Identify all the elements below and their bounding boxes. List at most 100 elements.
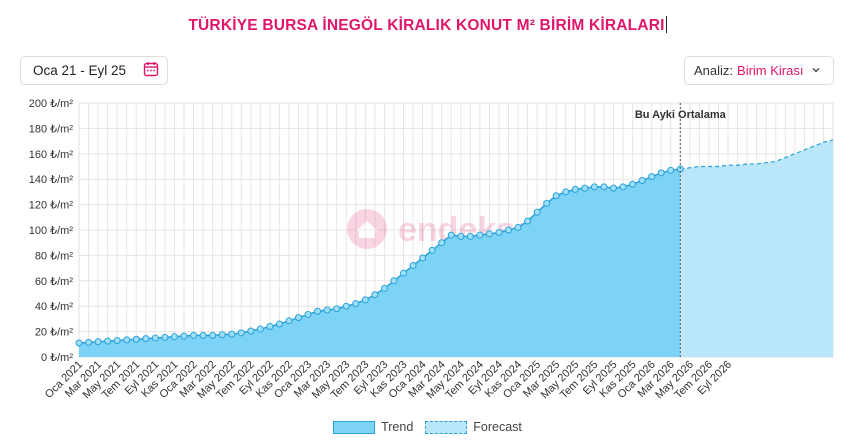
y-tick-label: 120 ₺/m² [29, 200, 74, 212]
trend-point[interactable] [104, 337, 112, 345]
trend-point[interactable] [209, 331, 217, 339]
trend-point[interactable] [342, 302, 350, 310]
trend-point[interactable] [457, 232, 465, 240]
trend-point[interactable] [476, 231, 484, 239]
trend-point[interactable] [409, 262, 417, 270]
trend-point[interactable] [352, 300, 360, 308]
current-month-annotation: Bu Ayki Ortalama [635, 103, 727, 357]
trend-area [79, 169, 681, 357]
trend-point[interactable] [571, 185, 579, 193]
y-tick-label: 40 ₺/m² [35, 301, 74, 313]
trend-point[interactable] [590, 183, 598, 191]
trend-point[interactable] [504, 226, 512, 234]
legend-item-trend[interactable]: Trend [333, 420, 413, 434]
analysis-label: Analiz: [694, 63, 734, 78]
trend-point[interactable] [380, 284, 388, 292]
trend-point[interactable] [543, 199, 551, 207]
trend-point[interactable] [304, 310, 312, 318]
legend-swatch-forecast [425, 420, 468, 434]
y-tick-label: 200 ₺/m² [29, 98, 74, 110]
trend-point[interactable] [123, 336, 131, 344]
trend-point[interactable] [113, 336, 121, 344]
trend-point[interactable] [285, 317, 293, 325]
trend-point[interactable] [648, 173, 656, 181]
area-series [78, 139, 834, 357]
y-tick-label: 140 ₺/m² [29, 174, 74, 186]
legend-swatch-trend [333, 420, 376, 434]
trend-point[interactable] [600, 183, 608, 191]
trend-point[interactable] [266, 323, 274, 331]
date-range-text: Oca 21 - Eyl 25 [33, 63, 127, 78]
trend-point[interactable] [562, 188, 570, 196]
legend-item-forecast[interactable]: Forecast [425, 420, 522, 434]
trend-point[interactable] [170, 333, 178, 341]
trend-point[interactable] [638, 176, 646, 184]
analysis-value: Birim Kirası [737, 63, 804, 78]
y-tick-label: 180 ₺/m² [29, 123, 74, 135]
trend-point[interactable] [609, 184, 617, 192]
trend-point[interactable] [657, 169, 665, 177]
trend-point[interactable] [199, 331, 207, 339]
trend-point[interactable] [218, 331, 226, 339]
trend-point[interactable] [419, 254, 427, 262]
trend-point[interactable] [323, 306, 331, 314]
current-month-label: Bu Ayki Ortalama [635, 109, 727, 121]
trend-point[interactable] [132, 335, 140, 343]
y-tick-label: 20 ₺/m² [35, 327, 74, 339]
trend-point[interactable] [466, 232, 474, 240]
trend-point[interactable] [428, 246, 436, 254]
trend-point[interactable] [333, 305, 341, 313]
trend-point[interactable] [190, 331, 198, 339]
trend-point[interactable] [447, 231, 455, 239]
trend-point[interactable] [85, 338, 93, 346]
trend-point[interactable] [142, 335, 150, 343]
trend-point[interactable] [275, 320, 283, 328]
trend-point[interactable] [256, 325, 264, 333]
trend-point[interactable] [619, 183, 627, 191]
trend-point[interactable] [390, 277, 398, 285]
chevron-down-icon [811, 63, 821, 78]
y-tick-label: 80 ₺/m² [35, 250, 74, 262]
trend-point[interactable] [533, 208, 541, 216]
calendar-icon [143, 61, 159, 80]
trend-point[interactable] [247, 327, 255, 335]
trend-point[interactable] [667, 166, 675, 174]
trend-point[interactable] [400, 269, 408, 277]
trend-point[interactable] [552, 192, 560, 200]
trend-point[interactable] [524, 217, 532, 225]
trend-point[interactable] [581, 184, 589, 192]
trend-point[interactable] [438, 239, 446, 247]
chart-title: TÜRKİYE BURSA İNEGÖL KİRALIK KONUT M² Bİ… [188, 16, 667, 34]
forecast-area [680, 139, 833, 357]
y-tick-label: 100 ₺/m² [29, 225, 74, 237]
text-cursor [665, 16, 667, 33]
trend-point[interactable] [151, 334, 159, 342]
trend-point[interactable] [75, 339, 83, 347]
trend-point[interactable] [629, 180, 637, 188]
legend-label-forecast: Forecast [473, 420, 522, 434]
trend-point[interactable] [314, 307, 322, 315]
data-points [75, 165, 684, 347]
trend-point[interactable] [485, 230, 493, 238]
trend-point[interactable] [161, 333, 169, 341]
trend-point[interactable] [371, 291, 379, 299]
trend-point[interactable] [361, 296, 369, 304]
analysis-dropdown[interactable]: Analiz: Birim Kirası [684, 56, 834, 85]
trend-line [78, 168, 681, 344]
chart-legend: Trend Forecast [0, 420, 855, 434]
legend-label-trend: Trend [381, 420, 414, 434]
trend-point[interactable] [514, 223, 522, 231]
trend-point[interactable] [495, 229, 503, 237]
trend-point[interactable] [228, 330, 236, 338]
y-axis: 0 ₺/m² 20 ₺/m² 40 ₺/m² 60 ₺/m² 80 ₺/m² 100 ₺/… [29, 98, 74, 364]
trend-point[interactable] [295, 314, 303, 322]
trend-point[interactable] [180, 332, 188, 340]
y-tick-label: 160 ₺/m² [29, 149, 74, 161]
trend-point[interactable] [237, 329, 245, 337]
y-tick-label: 60 ₺/m² [35, 276, 74, 288]
y-tick-label: 0 ₺/m² [41, 352, 73, 364]
trend-point[interactable] [94, 338, 102, 346]
date-range-picker[interactable]: Oca 21 - Eyl 25 [20, 56, 168, 85]
